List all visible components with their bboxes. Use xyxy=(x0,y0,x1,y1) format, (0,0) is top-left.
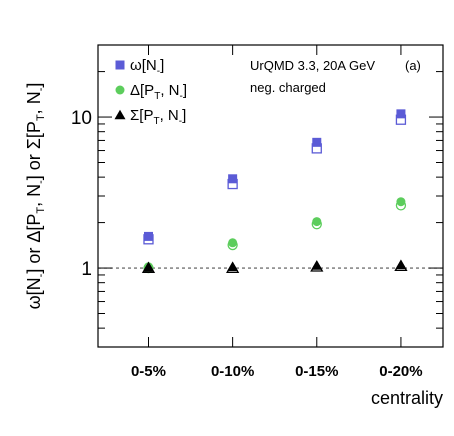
data-point xyxy=(396,197,405,206)
data-point xyxy=(312,138,321,147)
series-triangle xyxy=(143,260,406,273)
y-tick-label: 1 xyxy=(81,259,92,280)
x-axis-title: centrality xyxy=(371,388,443,408)
legend-marker-omega xyxy=(116,61,125,70)
data-point xyxy=(228,174,237,183)
y-axis-title: ω[N-] or Δ[PT, N-] or Σ[PT, N-] xyxy=(24,83,47,310)
data-point xyxy=(396,109,405,118)
data-points xyxy=(143,109,406,272)
data-point xyxy=(228,238,237,247)
legend-entry-sigma: Σ[PT, N-] xyxy=(130,107,186,127)
y-tick-label: 10 xyxy=(71,108,92,129)
legend-entry-omega: ω[N-] xyxy=(130,57,164,77)
data-point xyxy=(227,261,238,271)
data-point xyxy=(311,260,322,270)
x-tick-label: 0-15% xyxy=(295,363,338,380)
legend: ω[N-] Δ[PT, N-] Σ[PT, N-] xyxy=(115,57,188,127)
x-tick-label: 0-20% xyxy=(379,363,422,380)
data-point xyxy=(312,217,321,226)
panel-label: (a) xyxy=(405,58,421,73)
legend-marker xyxy=(116,86,125,95)
data-point xyxy=(395,260,406,270)
series-circle xyxy=(144,197,405,272)
legend-marker xyxy=(115,110,126,120)
legend-entry-delta: Δ[PT, N-] xyxy=(130,82,187,102)
legend-marker-delta xyxy=(116,86,125,95)
legend-marker xyxy=(116,61,125,70)
annotation-model: UrQMD 3.3, 20A GeV xyxy=(250,58,375,73)
annotation-particles: neg. charged xyxy=(250,80,326,95)
x-tick-label: 0-5% xyxy=(131,363,166,380)
x-tick-label: 0-10% xyxy=(211,363,254,380)
legend-marker-sigma xyxy=(115,110,126,120)
series-square xyxy=(144,109,405,243)
data-point xyxy=(144,232,153,241)
